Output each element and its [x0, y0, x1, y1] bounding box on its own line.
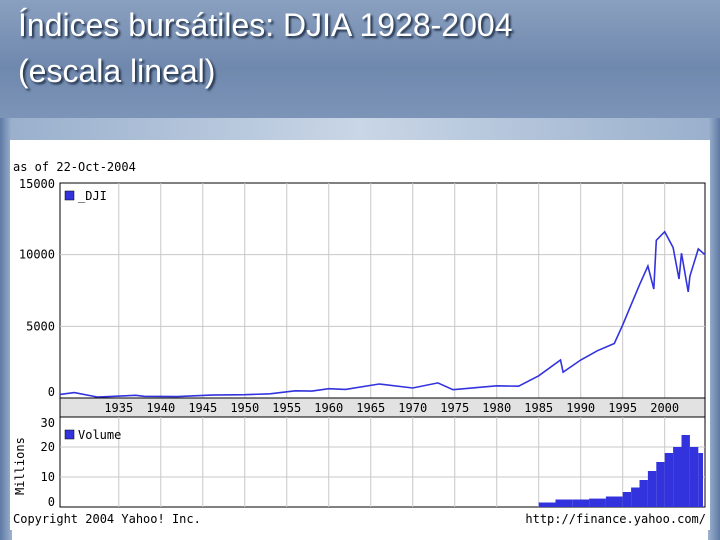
x-tick-label-1965: 1965 [356, 401, 385, 415]
x-tick-label-1945: 1945 [188, 401, 217, 415]
x-tick-label-2000: 2000 [650, 401, 679, 415]
slide-title: Índices bursátiles: DJIA 1928-2004 (esca… [18, 2, 708, 106]
chart-header: as of 22-Oct-2004 [13, 160, 136, 174]
volume-grid [60, 417, 705, 507]
legend-label-volume: Volume [78, 428, 121, 442]
x-tick-label-1935: 1935 [104, 401, 133, 415]
volume-bar-2002 [681, 435, 690, 507]
x-tick-label-1970: 1970 [398, 401, 427, 415]
volume-bar-1989 [572, 499, 590, 507]
x-tick-label-1985: 1985 [524, 401, 553, 415]
volume-bars [538, 435, 703, 507]
volume-bar-1998 [647, 471, 657, 507]
volume-bar-1997 [639, 480, 648, 507]
x-tick-label-1980: 1980 [482, 401, 511, 415]
volume-bar-1991 [589, 498, 606, 507]
volume-plot-area [59, 416, 706, 508]
volume-bar-2003 [689, 447, 699, 507]
decorative-top-strip [12, 118, 708, 140]
volume-bar-2004 [698, 453, 703, 507]
volume-y-tick-label-0: 0 [48, 495, 55, 509]
x-tick-label-1960: 1960 [314, 401, 343, 415]
djia-chart: as of 22-Oct-2004 0 5000 10000 15000 _DJI 1… [10, 140, 710, 530]
volume-bar-1995 [622, 492, 632, 507]
volume-y-tick-label-30: 30 [41, 416, 55, 430]
volume-bar-1985 [538, 502, 556, 507]
price-plot-area [59, 182, 706, 399]
volume-y-tick-label-10: 10 [41, 470, 55, 484]
volume-bar-1993 [605, 496, 623, 507]
decorative-side-left [0, 118, 12, 540]
price-y-ticks: 0 5000 10000 15000 [19, 177, 55, 399]
x-tick-label-1975: 1975 [440, 401, 469, 415]
decorative-side-right [708, 118, 720, 540]
x-tick-label-1955: 1955 [272, 401, 301, 415]
x-axis-ticks: 1935 1940 1945 1950 1955 1960 1965 1970 1975 1980… [104, 401, 679, 415]
slide-title-line-2: (escala lineal) [18, 53, 216, 89]
volume-y-ticks: 0 10 20 30 [41, 416, 55, 509]
price-grid [60, 183, 705, 398]
footer-url: http://finance.yahoo.com/ [525, 512, 706, 526]
footer-copyright: Copyright 2004 Yahoo! Inc. [13, 512, 201, 526]
title-band [0, 0, 720, 122]
volume-y-axis-label: Millions [13, 437, 27, 495]
x-tick-label-1995: 1995 [608, 401, 637, 415]
x-tick-label-1990: 1990 [566, 401, 595, 415]
legend-swatch-dji [64, 190, 75, 201]
slide-title-line-1: Índices bursátiles: DJIA 1928-2004 [18, 7, 513, 43]
price-y-tick-label-0: 0 [48, 385, 55, 399]
volume-bar-2001 [673, 447, 682, 507]
price-y-tick-label-15000: 15000 [19, 177, 55, 191]
volume-bar-2000 [664, 453, 674, 507]
volume-bar-1996 [631, 487, 640, 507]
volume-bar-1987 [555, 499, 573, 507]
volume-y-tick-label-20: 20 [41, 440, 55, 454]
x-tick-label-1950: 1950 [230, 401, 259, 415]
x-tick-label-1940: 1940 [146, 401, 175, 415]
volume-bar-1999 [656, 462, 665, 507]
series-line-dji [59, 230, 706, 398]
price-y-tick-label-10000: 10000 [19, 248, 55, 262]
price-y-tick-label-5000: 5000 [26, 319, 55, 333]
legend-swatch-volume [64, 429, 75, 440]
legend-label-dji: _DJI [78, 189, 107, 203]
